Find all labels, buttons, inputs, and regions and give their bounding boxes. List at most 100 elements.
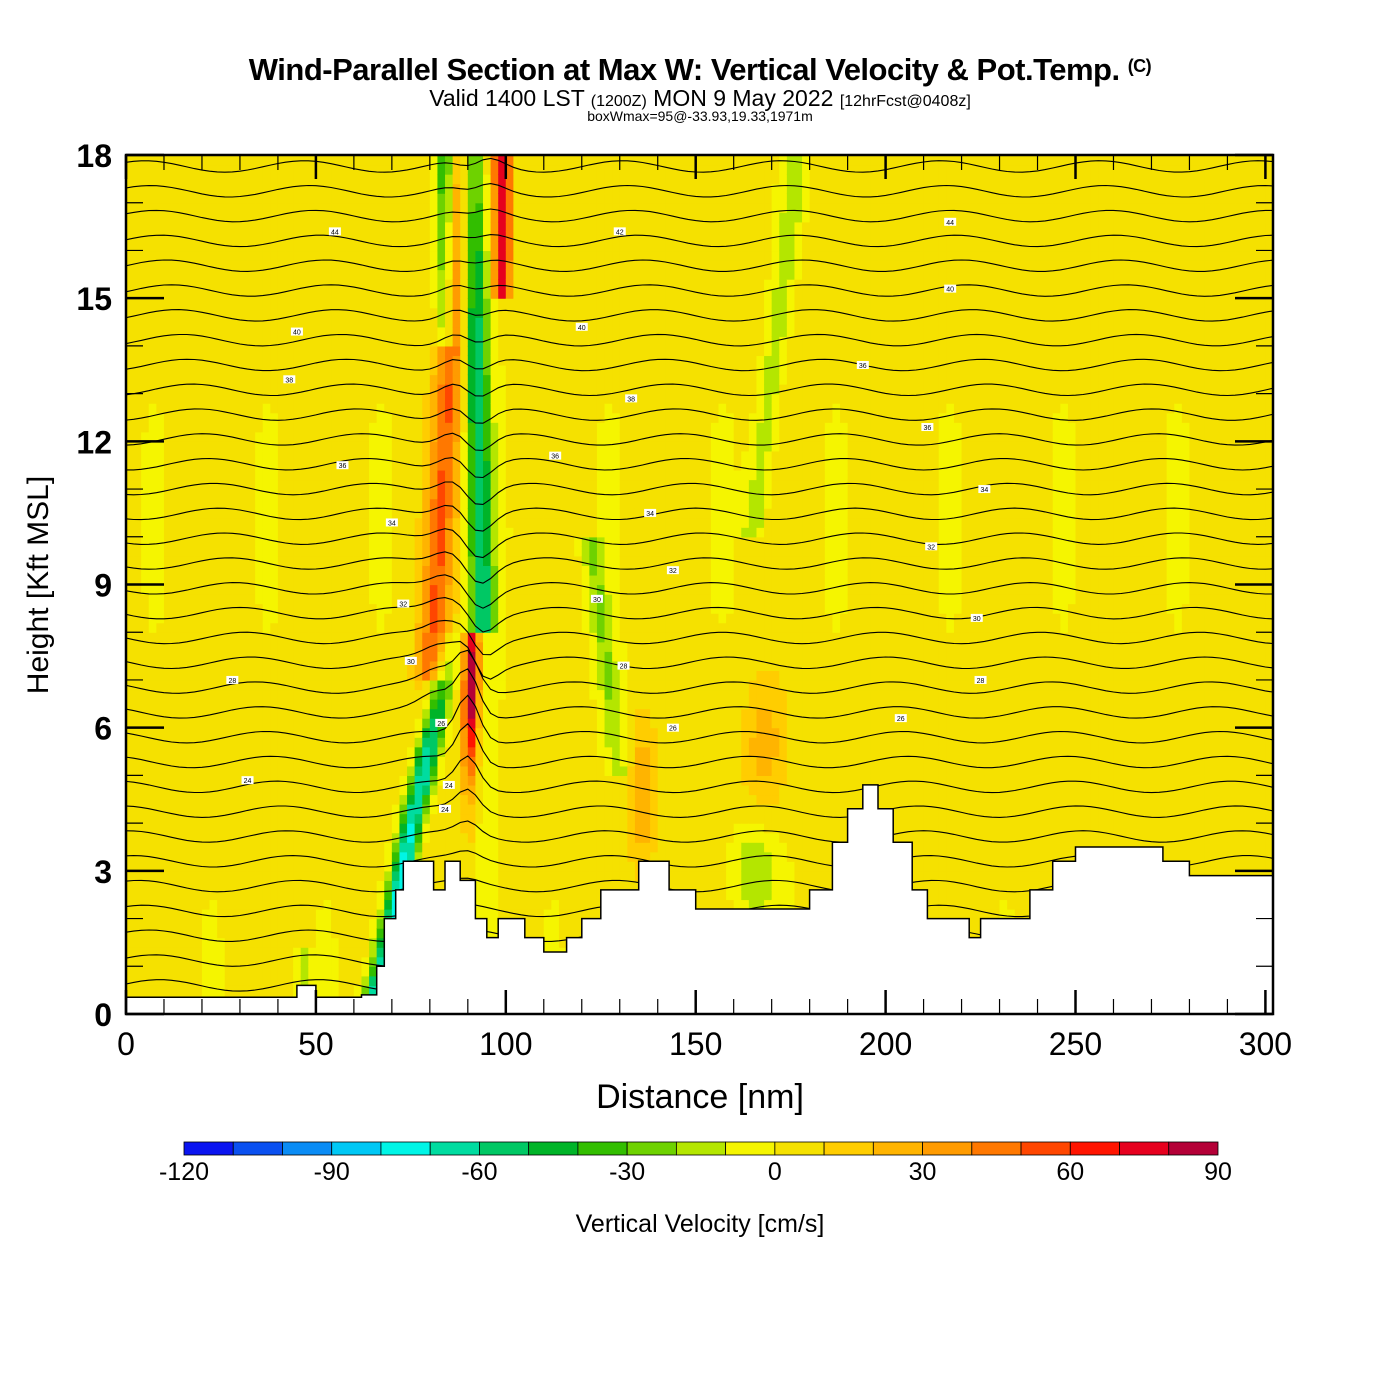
field-cell [498,603,507,614]
field-cell [239,288,249,299]
field-cell [498,870,507,881]
field-cell [300,775,309,786]
field-cell [239,527,249,538]
field-cell [141,880,150,891]
field-cell [543,918,552,929]
field-cell [217,307,226,318]
field-cell [460,870,469,881]
field-cell [391,699,401,710]
field-cell [247,737,256,748]
field-cell [201,489,211,500]
field-cell [445,727,454,738]
field-cell [315,307,325,318]
field-cell [353,355,363,366]
field-cell [460,250,469,261]
field-cell [490,355,499,366]
field-cell [331,164,340,175]
field-cell [285,909,294,920]
field-cell [300,899,309,910]
field-cell [232,574,241,586]
field-cell [528,527,537,538]
field-cell [255,164,264,175]
field-cell [513,813,522,824]
field-cell [369,326,378,337]
field-cell [445,364,454,376]
field-cell [255,412,264,423]
field-cell [247,374,256,385]
field-cell [490,174,499,185]
field-cell [262,985,271,996]
field-cell [133,603,142,614]
field-cell [452,259,461,271]
field-cell [376,899,385,910]
field-cell [163,594,173,605]
valid-date: MON 9 May 2022 [653,85,834,111]
field-cell [308,928,317,939]
field-cell [353,699,363,710]
field-cell [475,317,484,328]
field-cell [186,221,195,232]
field-cell [376,708,385,719]
field-cell [293,651,302,662]
field-cell [384,164,393,175]
field-cell [422,479,431,490]
field-cell [391,403,401,414]
field-cell [346,670,355,681]
field-cell [133,679,142,691]
field-cell [445,469,454,481]
field-cell [156,355,165,366]
field-cell [467,603,477,614]
field-cell [133,622,142,633]
field-cell [179,651,188,662]
field-cell [285,613,294,624]
field-cell [414,851,423,862]
field-cell [361,498,370,509]
field-cell [308,823,317,834]
field-cell [201,164,211,175]
field-cell [179,889,188,901]
field-cell [163,670,173,681]
field-cell [407,250,416,261]
field-cell [148,966,157,977]
field-cell [353,574,363,586]
field-cell [407,469,416,481]
field-cell [376,842,385,853]
field-cell [445,183,454,194]
field-cell [300,527,309,538]
field-cell [407,422,416,433]
field-cell [270,174,279,185]
field-cell [300,517,309,528]
field-cell [505,403,514,414]
field-cell [505,594,514,605]
field-cell [445,393,454,404]
field-cell [353,498,363,509]
field-cell [126,660,135,671]
field-cell [376,250,385,261]
field-cell [490,555,499,567]
field-cell [399,670,408,681]
field-cell [179,250,188,261]
field-cell [490,489,499,500]
field-cell [255,240,264,252]
field-cell [262,259,271,271]
field-cell [353,966,363,977]
field-cell [475,555,484,567]
field-cell [437,746,446,757]
field-cell [528,269,537,280]
field-cell [414,699,423,710]
field-cell [247,336,256,347]
field-cell [262,307,271,318]
field-cell [407,221,416,232]
field-cell [369,498,378,509]
field-cell [270,765,279,776]
field-cell [126,345,135,357]
field-cell [543,861,552,872]
field-cell [247,880,256,891]
field-cell [315,412,325,423]
field-cell [437,364,446,376]
field-cell [528,574,537,586]
field-cell [331,765,340,776]
field-cell [429,174,439,185]
field-cell [452,784,461,796]
field-cell [513,164,522,175]
